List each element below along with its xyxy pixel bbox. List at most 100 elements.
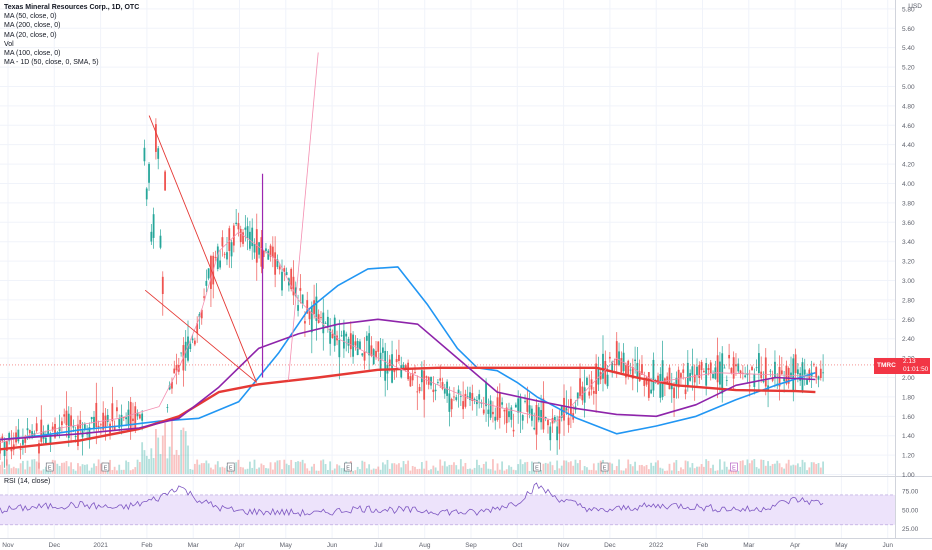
- volume-bar: [111, 469, 114, 474]
- candle-body: [482, 409, 485, 414]
- candle-body: [487, 409, 490, 414]
- volume-bar: [457, 469, 460, 474]
- legend-ma200[interactable]: MA (200, close, 0): [4, 22, 61, 30]
- volume-bar: [748, 463, 751, 474]
- candle-body: [737, 363, 740, 372]
- candle-body: [228, 228, 231, 251]
- candle-body: [712, 373, 714, 379]
- volume-bar: [487, 468, 490, 474]
- time-tick-label: Oct: [512, 542, 522, 549]
- candle-body: [553, 416, 556, 422]
- volume-bar: [200, 463, 203, 474]
- candle-body: [592, 390, 595, 394]
- ma100-line: [0, 318, 816, 441]
- price-tick-label: 3.80: [902, 200, 915, 207]
- candle-body: [237, 223, 240, 230]
- price-tag-countdown: 01:01:50: [903, 366, 929, 373]
- volume-bar: [83, 464, 86, 474]
- candle-body: [783, 378, 786, 382]
- candle-body: [127, 409, 130, 425]
- volume-bar: [774, 463, 776, 474]
- volume-bar: [799, 466, 802, 474]
- time-tick-label: May: [280, 542, 293, 549]
- volume-bar: [116, 470, 118, 474]
- candle-body: [230, 242, 233, 257]
- volume-bar: [657, 460, 659, 474]
- volume-bar: [122, 469, 125, 474]
- earnings-marker: [45, 462, 54, 472]
- legend-ma-1d[interactable]: MA - 1D (50, close, 0, SMA, 5): [4, 59, 99, 67]
- volume-bar: [524, 462, 526, 474]
- volume-bar: [806, 470, 808, 474]
- volume-bar: [255, 468, 258, 474]
- volume-bar: [70, 462, 72, 474]
- candle-body: [501, 402, 504, 405]
- candle-body: [540, 410, 542, 423]
- volume-bar: [682, 469, 685, 474]
- candle-body: [88, 427, 91, 441]
- candle-body: [806, 378, 808, 385]
- time-tick-label: Sep: [465, 542, 477, 549]
- volume-bar: [441, 465, 444, 474]
- legend-vol[interactable]: Vol: [4, 40, 14, 48]
- candle-body: [343, 330, 345, 349]
- volume-bar: [540, 470, 542, 474]
- volume-bar: [437, 470, 439, 474]
- candle-body: [735, 364, 737, 367]
- volume-bar: [129, 470, 132, 474]
- candle-body: [524, 401, 526, 402]
- volume-bar: [590, 469, 593, 474]
- candle-body: [175, 365, 178, 371]
- candle-body: [576, 392, 579, 399]
- volume-bar: [574, 459, 577, 474]
- volume-bar: [787, 459, 790, 474]
- candle-body: [8, 433, 11, 442]
- volume-bar: [274, 462, 277, 474]
- legend-ma50[interactable]: MA (50, close, 0): [4, 13, 57, 21]
- volume-bar: [356, 466, 359, 474]
- volume-bar: [352, 470, 354, 474]
- volume-bar: [728, 469, 730, 474]
- volume-bar: [641, 464, 643, 474]
- volume-bar: [496, 463, 499, 474]
- candle-body: [556, 426, 559, 441]
- candle-body: [251, 227, 254, 247]
- candle-body: [402, 365, 405, 369]
- volume-bar: [478, 465, 481, 474]
- candle-body: [301, 294, 304, 304]
- candle-body: [138, 414, 141, 419]
- candle-body: [22, 439, 24, 445]
- volume-bar: [63, 462, 66, 474]
- candle-body: [723, 367, 726, 369]
- candle-body: [420, 370, 423, 383]
- candle-body: [606, 374, 609, 387]
- earnings-marker: [101, 462, 110, 472]
- volume-bar: [485, 461, 487, 474]
- candle-body: [769, 370, 772, 372]
- volume-bar: [363, 461, 366, 474]
- volume-bar: [771, 464, 774, 474]
- volume-bar: [262, 465, 265, 474]
- candle-body: [443, 388, 446, 394]
- candle-body: [404, 365, 407, 370]
- candle-body: [17, 429, 20, 442]
- rsi-legend[interactable]: RSI (14, close): [4, 478, 51, 485]
- candle-body: [320, 317, 322, 319]
- legend-ma20[interactable]: MA (20, close, 0): [4, 31, 57, 39]
- candle-body: [226, 252, 228, 260]
- volume-bar: [432, 465, 435, 474]
- candle-body: [359, 341, 361, 349]
- time-tick-label: Dec: [604, 542, 616, 549]
- earnings-marker: [600, 462, 609, 472]
- candle-body: [24, 438, 27, 443]
- legend-ma100[interactable]: MA (100, close, 0): [4, 50, 61, 58]
- candle-body: [508, 411, 510, 418]
- candle-body: [583, 387, 586, 403]
- volume-bar: [120, 469, 123, 474]
- candle-body: [739, 370, 742, 374]
- volume-bar: [634, 461, 636, 474]
- candle-body: [432, 389, 435, 393]
- candle-body: [533, 427, 536, 430]
- volume-bar: [453, 462, 455, 474]
